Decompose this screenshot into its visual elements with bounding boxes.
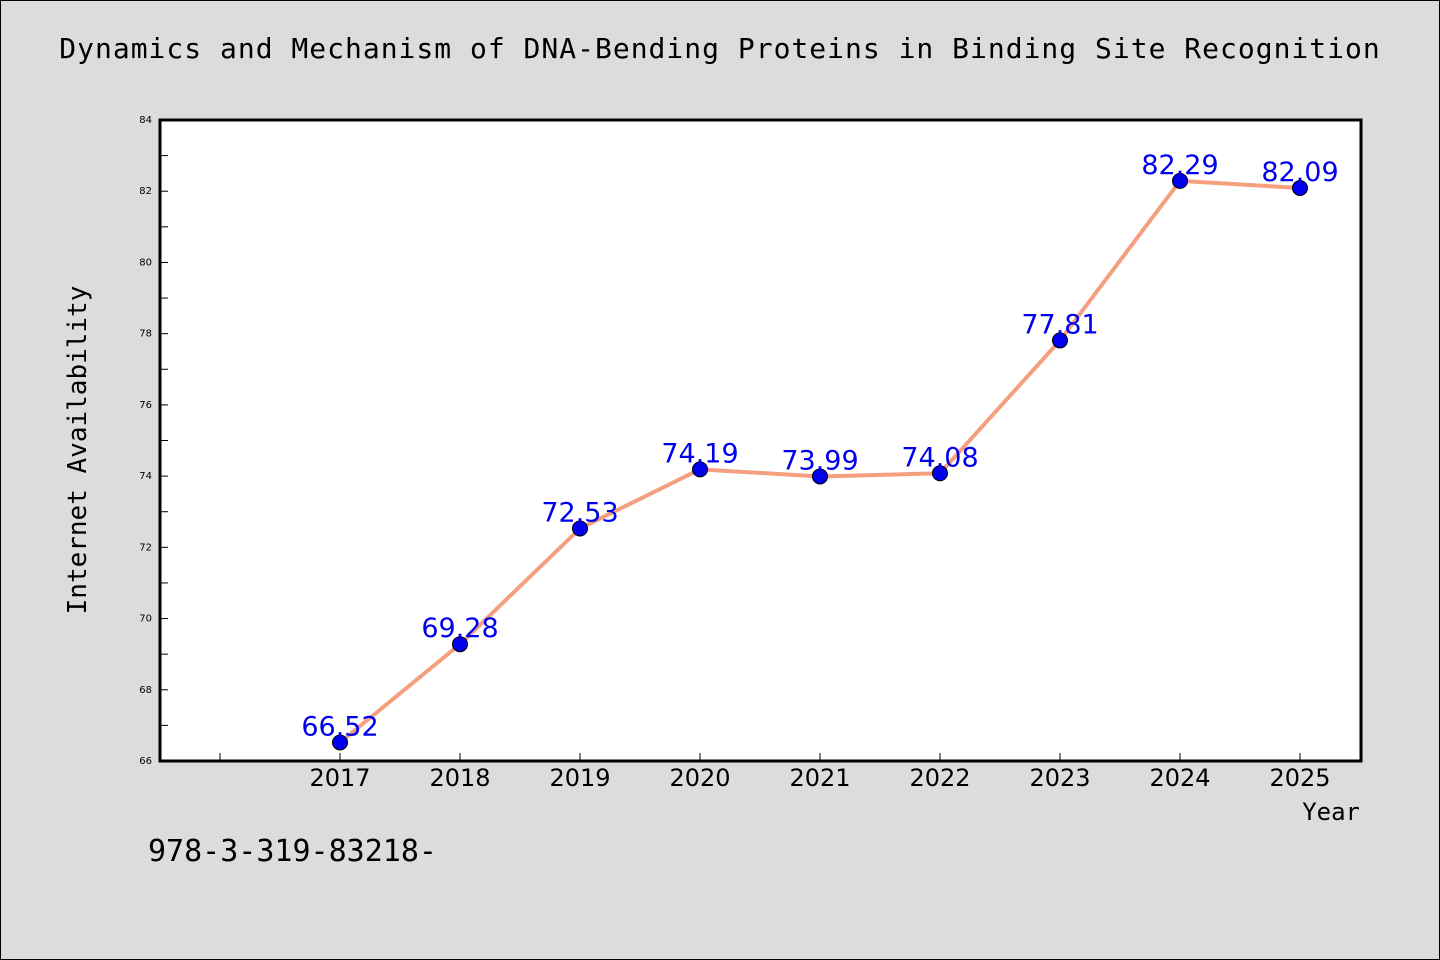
- data-label: 66.52: [301, 711, 378, 742]
- y-tick-label: 80: [139, 257, 152, 268]
- data-point: [812, 468, 828, 485]
- footnote-text: 978-3-319-83218-: [148, 834, 437, 869]
- y-axis: 66 68 70 72 74 76 78 80 82 84: [139, 115, 168, 767]
- data-label: 82.29: [1141, 150, 1218, 181]
- data-point: [932, 465, 948, 482]
- y-tick-label: 68: [139, 685, 152, 696]
- y-tick-label: 76: [139, 400, 152, 411]
- x-axis-label: Year: [1302, 798, 1360, 826]
- data-label: 72.53: [541, 497, 618, 528]
- data-label: 73.99: [781, 445, 858, 476]
- x-tick-label: 2021: [789, 764, 850, 792]
- y-axis-label: Internet Availability: [63, 286, 93, 615]
- y-tick-label: 84: [139, 115, 152, 126]
- data-label: 69.28: [421, 613, 498, 644]
- x-tick-label: 2023: [1029, 764, 1090, 792]
- plot-area: [158, 118, 1363, 763]
- x-tick-label: 2025: [1269, 764, 1330, 792]
- data-label: 74.08: [901, 442, 978, 473]
- data-point: [1172, 172, 1188, 189]
- chart-title: Dynamics and Mechanism of DNA-Bending Pr…: [59, 32, 1381, 65]
- data-label: 74.19: [661, 438, 738, 469]
- data-point: [1052, 332, 1068, 349]
- x-tick-label: 2019: [549, 764, 610, 792]
- y-tick-label: 82: [139, 186, 152, 197]
- x-tick-label: 2024: [1149, 764, 1210, 792]
- data-point: [692, 461, 708, 478]
- y-tick-label: 70: [139, 614, 152, 625]
- data-label: 82.09: [1261, 157, 1338, 188]
- data-point: [572, 520, 588, 537]
- data-point: [1292, 180, 1308, 197]
- x-tick-label: 2017: [309, 764, 370, 792]
- y-tick-label: 78: [139, 329, 152, 340]
- series: 66.52 69.28 72.53 74.19 73.99 74.08 77.81 82.29…: [301, 150, 1339, 751]
- y-tick-label: 72: [139, 542, 152, 553]
- x-tick-label: 2018: [429, 764, 490, 792]
- y-tick-label: 74: [139, 471, 152, 482]
- y-tick-label: 66: [139, 756, 152, 767]
- data-point: [452, 636, 468, 653]
- x-axis: 2017 2018 2019 2020 2021 2022 2023 2024 2025: [219, 753, 1331, 792]
- data-label: 77.81: [1021, 309, 1098, 340]
- data-point: [332, 734, 348, 751]
- x-tick-label: 2020: [669, 764, 730, 792]
- x-tick-label: 2022: [909, 764, 970, 792]
